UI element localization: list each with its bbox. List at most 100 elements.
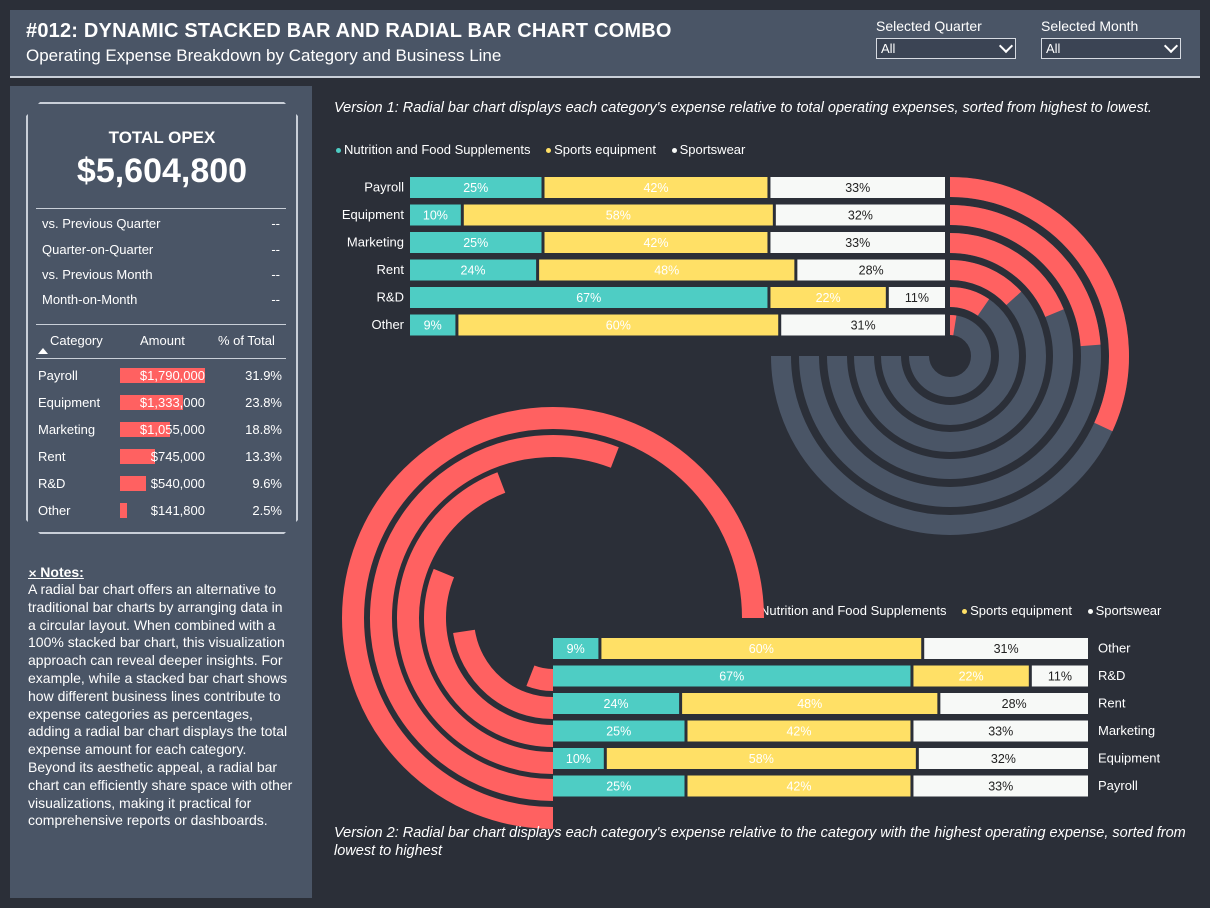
- segment-label: 11%: [905, 291, 929, 305]
- quarter-filter: Selected Quarter All: [876, 18, 1016, 59]
- kpi-card: TOTAL OPEX $5,604,800 vs. Previous Quart…: [26, 102, 298, 534]
- stacked-bar-segment: [553, 748, 604, 769]
- stacked-bar-segment: [553, 638, 599, 659]
- stacked-bar-segment: [770, 287, 886, 308]
- row-pct: 2.5%: [252, 503, 282, 518]
- comparison-value: --: [271, 242, 280, 257]
- notes-title-text: Notes:: [40, 564, 84, 580]
- radial-track: [881, 287, 1019, 425]
- segment-label: 28%: [1002, 697, 1027, 711]
- stacked-bar-segment: [913, 665, 1029, 687]
- segment-label: 60%: [606, 319, 631, 333]
- comparison-prev-quarter: vs. Previous Quarter --: [42, 216, 280, 231]
- segment-label: 9%: [424, 319, 442, 333]
- comparison-prev-month: vs. Previous Month --: [42, 267, 280, 282]
- segment-label: 10%: [566, 752, 591, 766]
- stacked-bar-segment: [410, 314, 456, 336]
- radial-bar: [453, 629, 554, 719]
- legend-item-sports-equipment[interactable]: Sports equipment: [962, 603, 1078, 618]
- radial-bar: [342, 407, 764, 829]
- stacked-bar-segment: [463, 204, 773, 226]
- radial-bar: [949, 205, 1101, 347]
- stacked-bar-segment: [553, 775, 685, 797]
- row-amount: $141,800: [150, 503, 205, 518]
- legend-v1: Nutrition and Food Supplements Sports eq…: [336, 142, 757, 157]
- comparison-label: Quarter-on-Quarter: [42, 242, 154, 257]
- legend-item-sportswear[interactable]: Sportswear: [671, 142, 752, 157]
- category-label: R&D: [377, 290, 404, 305]
- column-header-pct[interactable]: % of Total: [218, 333, 275, 348]
- legend-label: Sports equipment: [554, 142, 656, 157]
- row-amount: $745,000: [150, 449, 205, 464]
- month-select[interactable]: All: [1041, 38, 1181, 59]
- table-row[interactable]: R&D $540,000 9.6%: [28, 474, 296, 494]
- radial-bar: [949, 177, 1129, 432]
- stacked-bar-segment: [682, 693, 938, 714]
- table-row[interactable]: Payroll $1,790,000 31.9%: [28, 366, 296, 386]
- stacked-bar-segment: [410, 204, 461, 226]
- segment-label: 67%: [576, 291, 601, 305]
- row-amount: $1,055,000: [139, 422, 205, 437]
- radial-bar: [369, 435, 619, 801]
- comparison-label: vs. Previous Month: [42, 267, 153, 282]
- stacked-bar-segment: [1031, 665, 1088, 687]
- row-category: R&D: [38, 476, 66, 491]
- sort-ascending-icon: [38, 348, 48, 354]
- radial-bar: [526, 665, 554, 691]
- month-filter: Selected Month All: [1041, 18, 1181, 59]
- category-label: Equipment: [1098, 751, 1161, 766]
- stacked-bar-segment: [539, 259, 795, 281]
- comparison-label: Month-on-Month: [42, 292, 138, 307]
- segment-label: 42%: [643, 236, 668, 250]
- comparison-value: --: [271, 267, 280, 282]
- stacked-bar-segment: [913, 720, 1088, 742]
- category-label: Marketing: [347, 235, 404, 250]
- stacked-bar-segment: [606, 748, 916, 769]
- table-row[interactable]: Equipment $1,333,000 23.8%: [28, 393, 296, 413]
- segment-label: 25%: [606, 725, 631, 739]
- table-row[interactable]: Other $141,800 2.5%: [28, 501, 296, 521]
- column-header-category[interactable]: Category: [50, 333, 103, 348]
- comparison-qoq: Quarter-on-Quarter --: [42, 242, 280, 257]
- segment-label: 31%: [851, 319, 876, 333]
- stacked-bar-segment: [770, 232, 945, 253]
- radial-track: [909, 315, 991, 397]
- legend-item-sportswear[interactable]: Sportswear: [1087, 603, 1168, 618]
- segment-label: 22%: [959, 670, 984, 684]
- segment-label: 25%: [463, 236, 488, 250]
- segment-label: 28%: [859, 264, 884, 278]
- table-row[interactable]: Marketing $1,055,000 18.8%: [28, 420, 296, 440]
- month-filter-label: Selected Month: [1041, 18, 1139, 34]
- column-header-amount[interactable]: Amount: [140, 333, 185, 348]
- legend-item-nutrition[interactable]: Nutrition and Food Supplements: [336, 142, 536, 157]
- category-label: Equipment: [342, 207, 405, 222]
- row-pct: 9.6%: [252, 476, 282, 491]
- stacked-bar-segment: [940, 693, 1088, 714]
- amount-bar: [120, 422, 170, 437]
- segment-label: 58%: [749, 752, 774, 766]
- legend-item-sports-equipment[interactable]: Sports equipment: [546, 142, 662, 157]
- stacked-bar-segment: [553, 693, 680, 714]
- stacked-bar-segment: [410, 259, 537, 281]
- segment-label: 33%: [845, 236, 870, 250]
- row-pct: 13.3%: [245, 449, 282, 464]
- segment-label: 60%: [749, 642, 774, 656]
- legend-label: Nutrition and Food Supplements: [344, 142, 531, 157]
- table-row[interactable]: Rent $745,000 13.3%: [28, 447, 296, 467]
- row-amount: $540,000: [150, 476, 205, 491]
- segment-label: 31%: [994, 642, 1019, 656]
- legend-dot: [671, 148, 677, 154]
- amount-bar: [120, 395, 183, 410]
- legend-dot: [336, 148, 341, 154]
- row-category: Payroll: [38, 368, 78, 383]
- category-label: R&D: [1098, 668, 1125, 683]
- stacked-bar-segment: [687, 775, 911, 797]
- total-opex-label: TOTAL OPEX: [108, 128, 216, 147]
- category-label: Other: [1098, 641, 1131, 656]
- legend-dot: [1087, 609, 1093, 615]
- row-category: Marketing: [38, 422, 96, 437]
- quarter-select-value: All: [881, 41, 896, 56]
- category-label: Rent: [1098, 696, 1126, 711]
- comparison-mom: Month-on-Month --: [42, 292, 280, 307]
- quarter-select[interactable]: All: [876, 38, 1016, 59]
